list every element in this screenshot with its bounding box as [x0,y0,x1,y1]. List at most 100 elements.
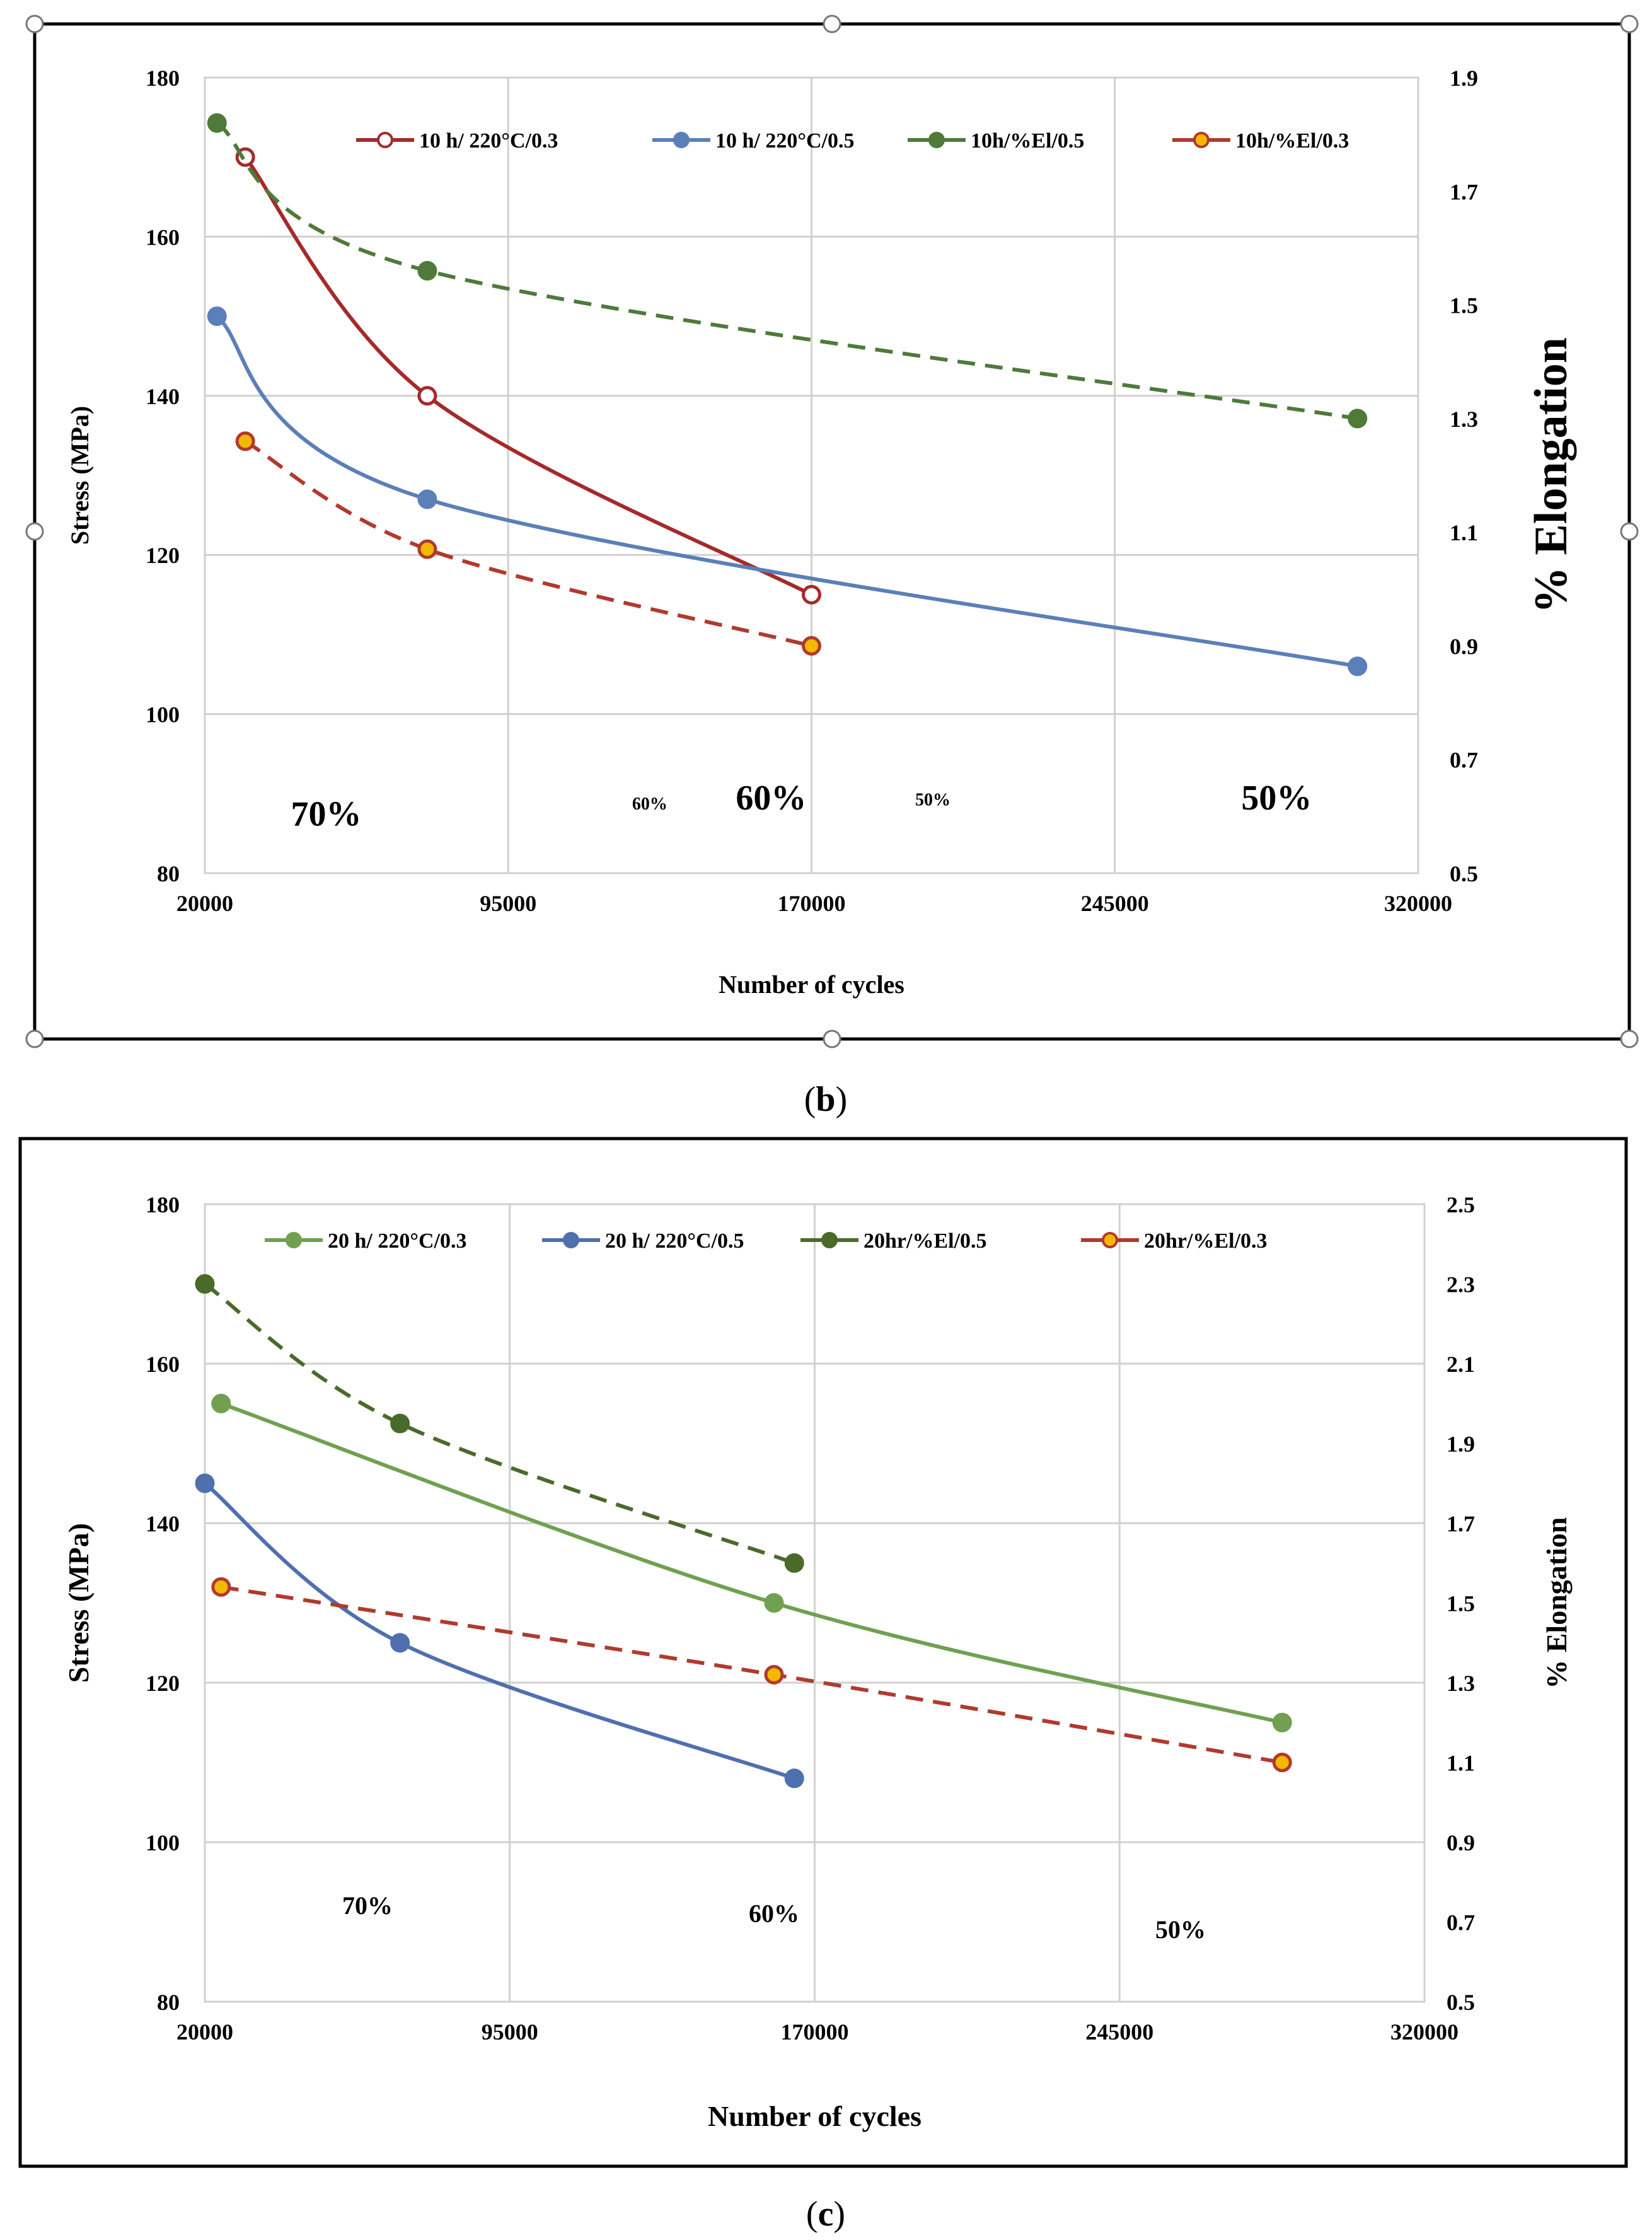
y-tick-label: 100 [146,702,180,728]
y2-tick-label: 0.9 [1450,634,1478,659]
caption-b-letter: b [816,1080,835,1119]
y-tick-label: 120 [146,543,180,568]
resize-handle-icon[interactable] [25,1030,44,1048]
legend-marker [1193,132,1210,148]
y-tick-label: 80 [157,861,180,886]
y-tick-label: 80 [157,1990,180,2015]
data-point [784,1553,804,1573]
x-tick-label: 95000 [482,2019,538,2045]
y2-tick-label: 0.7 [1447,1910,1475,1935]
legend-marker [673,132,690,148]
legend-marker [928,132,945,148]
series-line [204,1282,795,1565]
y2-tick-label: 1.5 [1450,293,1478,318]
x-tick-label: 170000 [778,891,846,916]
x-tick-label: 20000 [176,891,233,916]
resize-handle-icon[interactable] [1620,1030,1639,1048]
data-point [207,113,227,133]
caption-b-close: ) [836,1080,848,1119]
series-line [244,439,812,648]
resize-handle-icon[interactable] [823,15,841,33]
data-point [211,1393,231,1413]
series-line [204,1482,795,1780]
data-point [1348,409,1368,429]
panel-b-frame [33,22,1631,1041]
data-point [235,431,255,451]
y-tick-label: 100 [146,1830,180,1855]
x-tick-label: 320000 [1390,2019,1458,2045]
legend-label: 20 h/ 220°C/0.5 [605,1229,744,1253]
x-tick-label: 245000 [1085,2019,1153,2045]
y2-tick-label: 0.5 [1447,1990,1475,2015]
annotation-label: 60% [736,779,806,818]
data-point [195,1274,215,1294]
legend-label: 20hr/%El/0.3 [1144,1229,1268,1253]
annotation-label: 50% [915,791,950,810]
legend-label: 10h/%El/0.3 [1235,129,1349,153]
y-axis-label: Stress (MPa) [62,1523,95,1683]
y2-tick-label: 1.9 [1447,1432,1475,1457]
x-axis-label: Number of cycles [719,970,904,999]
series-line [216,121,1358,421]
legend-label: 20 h/ 220°C/0.3 [328,1229,466,1253]
annotation-label: 70% [342,1891,393,1920]
data-point [802,635,821,656]
caption-b: (b) [804,1080,847,1119]
data-point [764,1593,784,1613]
data-point [802,584,821,605]
x-tick-label: 170000 [781,2019,849,2045]
legend-label: 10 h/ 220°C/0.5 [715,129,854,153]
data-point [417,386,437,406]
x-axis-label: Number of cycles [708,2100,921,2132]
y-axis-label: Stress (MPa) [66,406,94,545]
chart-b: 20000 95000 170000 245000 320000 80 100 120 140 1… [66,66,1577,999]
legend-label: 10 h/ 220°C/0.3 [419,129,558,153]
data-point [207,306,227,327]
resize-handle-icon[interactable] [823,1030,841,1048]
y2-tick-label: 2.5 [1447,1192,1475,1217]
legend-marker [1102,1232,1118,1248]
x-tick-label: 320000 [1384,891,1452,916]
y2-tick-label: 1.3 [1447,1671,1475,1696]
data-point [417,260,437,281]
legend-label: 20hr/%El/0.5 [864,1229,987,1253]
y2-tick-label: 2.3 [1447,1272,1475,1297]
legend-marker [286,1232,302,1248]
y2-tick-label: 0.5 [1450,861,1478,886]
y2-axis-label: % Elongation [1540,1517,1573,1688]
legend-label: 10h/%El/0.5 [971,129,1084,153]
data-point [211,1577,231,1597]
x-tick-label: 245000 [1081,891,1149,916]
x-tick-label: 95000 [480,891,536,916]
annotation-label: 60% [749,1900,799,1928]
legend-marker [563,1232,579,1248]
data-point [1272,1753,1292,1772]
x-tick-label: 20000 [176,2019,233,2045]
resize-handle-icon[interactable] [1620,15,1639,33]
y-tick-label: 160 [146,1352,180,1377]
series-line [216,315,1358,668]
annotation-label: 50% [1241,779,1312,818]
panel-c-frame [18,1137,1628,2168]
y2-axis-label: % Elongation [1525,337,1577,613]
resize-handle-icon[interactable] [25,15,44,33]
series-line [243,156,812,596]
y-tick-label: 180 [146,1192,180,1217]
y2-tick-label: 1.7 [1447,1511,1475,1536]
y2-tick-label: 1.1 [1447,1751,1475,1776]
caption-c-letter: c [818,2195,834,2234]
y2-tick-label: 0.9 [1447,1830,1475,1855]
caption-c-open: ( [806,2195,818,2234]
caption-b-open: ( [804,1080,816,1119]
data-point [390,1413,410,1434]
y2-tick-label: 1.9 [1450,66,1478,91]
y-tick-label: 140 [146,1511,180,1536]
y2-tick-label: 1.1 [1450,520,1478,545]
resize-handle-icon[interactable] [25,522,44,541]
resize-handle-icon[interactable] [1620,522,1639,541]
y-tick-label: 180 [146,66,180,91]
data-point [1348,656,1368,676]
data-point [417,489,437,509]
y2-tick-label: 1.7 [1450,179,1478,204]
